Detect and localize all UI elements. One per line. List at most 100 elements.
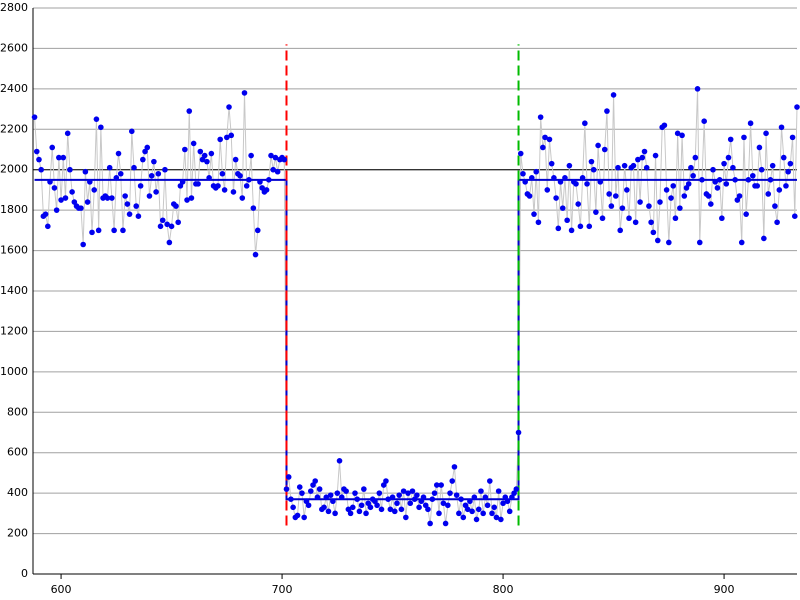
data-point [321,504,327,511]
data-point [575,201,582,207]
data-point [204,158,210,165]
data-point [361,486,367,492]
data-point [208,150,215,157]
data-point [270,166,277,173]
data-point [42,211,49,217]
data-point [677,205,683,211]
data-point [487,478,493,484]
data-point [215,183,221,189]
data-point [356,508,363,515]
y-tick-label: 2000 [0,163,28,176]
data-point [387,506,394,513]
data-point [226,104,232,110]
data-point [49,144,56,151]
data-point [504,498,511,505]
data-point [104,195,111,201]
data-point [769,162,776,169]
data-point [266,177,272,183]
data-point [458,496,464,503]
data-point [409,488,416,494]
data-point [95,227,102,234]
data-point [80,241,86,248]
data-point [657,199,663,205]
x-tick-label: 700 [272,583,293,596]
data-point [403,514,409,521]
data-point [515,429,522,436]
data-point [747,120,754,127]
data-point [84,199,91,205]
data-point [688,164,694,171]
data-point [484,502,491,509]
data-point [663,187,670,193]
data-point [668,195,674,201]
data-point [491,504,498,511]
data-point [749,172,756,179]
data-point [124,201,131,207]
data-point [789,134,796,141]
data-point [778,124,785,131]
data-point [272,154,279,161]
data-point [47,179,53,185]
data-point [398,506,405,513]
data-point [98,124,104,131]
data-point [131,164,137,171]
data-point [56,154,62,161]
data-point [723,181,730,187]
data-point [493,514,500,521]
data-point [400,488,407,494]
data-point [363,510,369,517]
data-point [586,223,593,230]
data-point [761,235,767,242]
data-point [756,144,763,151]
data-point [122,193,128,199]
data-point [283,486,290,492]
data-point [785,168,791,175]
data-point [537,114,544,120]
data-point [787,160,794,167]
data-point [128,128,135,135]
data-point [617,227,623,234]
data-point [531,211,537,217]
data-point [460,514,467,521]
y-tick-label: 2800 [0,1,28,14]
data-point [164,221,170,228]
data-point [456,510,462,517]
data-point [517,150,524,157]
data-point [730,164,736,171]
data-point [772,203,778,209]
data-point [93,116,100,122]
data-point [179,179,186,185]
data-point [330,498,336,505]
data-point [106,164,113,171]
data-point [513,486,520,492]
data-point [672,215,679,222]
data-point [347,510,354,517]
data-point [599,215,606,222]
data-point [224,134,230,141]
data-point [113,175,120,181]
y-tick-label: 1400 [0,284,28,297]
data-point [601,146,608,153]
data-point [358,502,365,509]
data-point [745,177,752,183]
data-point [263,187,270,193]
data-point [148,172,155,179]
y-tick-label: 1000 [0,365,28,378]
data-point [714,185,721,191]
data-point [643,164,650,171]
data-point [374,502,380,509]
data-point [721,160,727,167]
data-point [615,164,621,171]
y-tick-label: 2400 [0,82,28,95]
data-point [774,219,780,226]
data-point [221,187,228,193]
data-point [288,496,294,503]
data-point [299,490,305,496]
data-point [383,478,389,484]
data-point [738,239,745,246]
data-point [445,502,451,509]
data-point [137,183,144,189]
data-point [201,152,208,159]
data-point [232,156,239,163]
data-point [559,205,566,211]
